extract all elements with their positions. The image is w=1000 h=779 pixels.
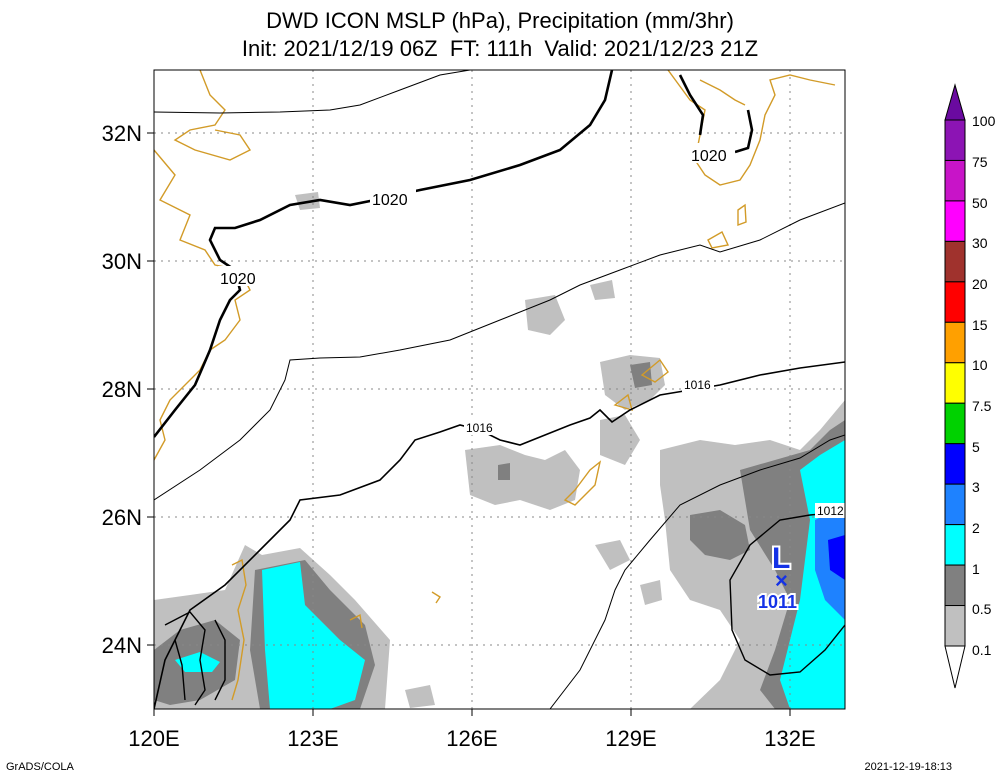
precip-darkblue — [828, 535, 845, 580]
colorbar-swatch — [944, 402, 966, 445]
colorbar-label: 20 — [972, 276, 988, 292]
colorbar-label: 3 — [972, 479, 980, 495]
lon-label: 126E — [446, 726, 497, 751]
colorbar-swatch — [944, 281, 966, 323]
colorbar-swatch — [944, 443, 966, 485]
low-pressure-value: 1011 — [758, 592, 797, 612]
colorbar-swatch — [944, 119, 966, 161]
contour-label-1016: 1016 — [684, 378, 711, 392]
colorbar-swatch — [944, 321, 966, 364]
colorbar-label: 50 — [972, 195, 988, 211]
precip-colorbar: 100 75 50 30 20 15 10 7.5 5 3 2 1 0.5 0.… — [944, 83, 996, 689]
colorbar-label: 15 — [972, 317, 988, 333]
lon-label: 132E — [764, 726, 815, 751]
colorbar-swatch — [944, 159, 966, 202]
colorbar-label: 1 — [972, 561, 980, 577]
low-pressure-halo: 1011 — [758, 592, 797, 612]
graticule — [154, 70, 845, 709]
footer-credit: GrADS/COLA — [6, 761, 74, 773]
low-marker: × — [775, 568, 788, 593]
chart-title: DWD ICON MSLP (hPa), Precipitation (mm/3… — [266, 8, 734, 33]
isobars-low — [164, 511, 845, 706]
colorbar-label: 10 — [972, 357, 988, 373]
coastlines — [154, 70, 836, 701]
colorbar-label: 2 — [972, 520, 980, 536]
contour-label-1016: 1016 — [466, 421, 493, 435]
lat-label: 24N — [102, 633, 142, 658]
lat-label: 32N — [102, 121, 142, 146]
low-symbol-halo: L — [772, 542, 790, 575]
lat-label: 28N — [102, 377, 142, 402]
lon-label: 129E — [605, 726, 656, 751]
contour-label-1020: 1020 — [220, 271, 256, 288]
colorbar-swatch — [944, 483, 966, 526]
lon-label: 123E — [287, 726, 338, 751]
colorbar-label: 75 — [972, 154, 988, 170]
contour-label-1020: 1020 — [372, 192, 408, 209]
colorbar-label: 0.1 — [972, 642, 992, 658]
lat-label: 26N — [102, 505, 142, 530]
colorbar-top-triangle — [944, 83, 966, 121]
colorbar-swatch — [944, 524, 966, 566]
isobars-1020 — [154, 70, 754, 438]
colorbar-label: 0.5 — [972, 601, 992, 617]
colorbar-swatch — [944, 564, 966, 607]
colorbar-bottom-triangle — [944, 645, 966, 689]
colorbar-swatch — [944, 240, 966, 283]
footer-timestamp: 2021-12-19-18:13 — [864, 761, 952, 773]
contour-label-1012: 1012 — [817, 504, 844, 518]
map-plot-area: 1020 1020 1020 1016 1016 1012 L L × 1011… — [154, 70, 845, 709]
colorbar-swatch — [944, 605, 966, 647]
contour-label-1020: 1020 — [691, 148, 727, 165]
low-symbol: L — [772, 542, 790, 575]
colorbar-label: 30 — [972, 235, 988, 251]
low-pressure-center: L L × 1011 1011 — [756, 540, 799, 614]
lon-label: 120E — [128, 726, 179, 751]
lat-label: 30N — [102, 249, 142, 274]
chart-subtitle: Init: 2021/12/19 06Z FT: 111h Valid: 202… — [241, 36, 759, 61]
colorbar-label: 5 — [972, 439, 980, 455]
colorbar-label: 100 — [972, 113, 996, 129]
axis-ticks — [147, 132, 791, 716]
colorbar-swatch — [944, 200, 966, 242]
colorbar-label: 7.5 — [972, 398, 992, 414]
colorbar-swatch — [944, 362, 966, 404]
isobars-thin — [154, 70, 845, 709]
